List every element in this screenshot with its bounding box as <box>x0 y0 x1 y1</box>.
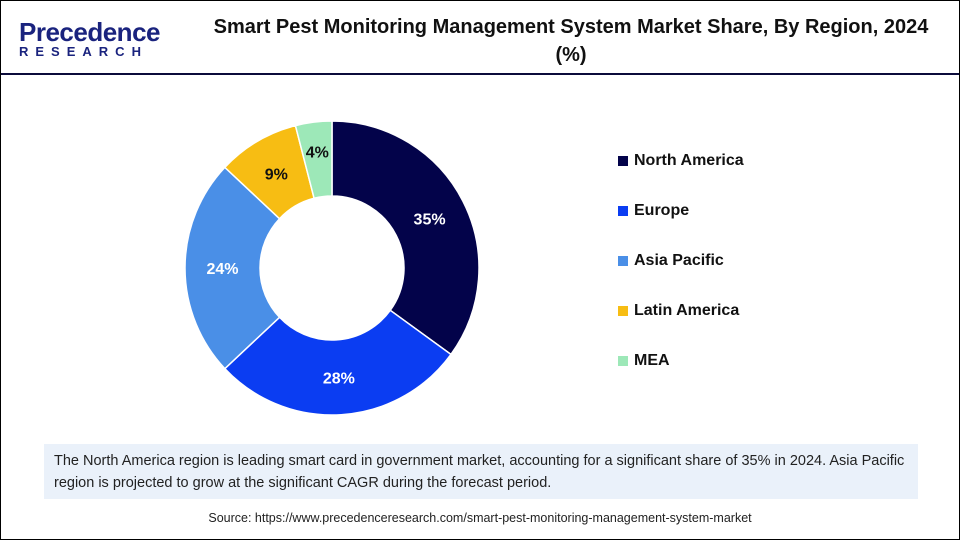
slice-north-america <box>331 120 480 356</box>
legend-label: Latin America <box>634 302 740 319</box>
legend-swatch <box>618 306 628 316</box>
logo-line1: Precedence <box>19 17 160 47</box>
summary-note: The North America region is leading smar… <box>44 444 918 499</box>
data-label: 4% <box>306 144 329 161</box>
legend-swatch <box>618 206 628 216</box>
legend-label: MEA <box>634 352 670 369</box>
legend-item: MEA <box>618 352 670 370</box>
chart-title: Smart Pest Monitoring Management System … <box>213 16 929 66</box>
data-label: 9% <box>265 167 288 184</box>
slice-asia-pacific <box>184 166 281 370</box>
legend-swatch <box>618 156 628 166</box>
legend-label: Europe <box>634 202 690 219</box>
logo-line2: RESEARCH <box>19 44 148 59</box>
slice-europe <box>223 309 452 416</box>
legend-label: Asia Pacific <box>634 252 724 269</box>
source-text: Source: https://www.precedenceresearch.c… <box>208 511 752 525</box>
legend-label: North America <box>634 152 744 169</box>
logo: Precedence RESEARCH <box>19 19 160 59</box>
data-label: 35% <box>414 211 446 228</box>
legend-item: Europe <box>618 202 689 220</box>
data-label: 28% <box>323 370 355 387</box>
data-label: 24% <box>206 261 238 278</box>
legend-item: North America <box>618 152 744 170</box>
slice-mea <box>294 120 333 200</box>
header: Precedence RESEARCH Smart Pest Monitorin… <box>1 1 959 75</box>
legend-swatch <box>618 256 628 266</box>
legend-swatch <box>618 356 628 366</box>
legend-item: Asia Pacific <box>618 252 724 270</box>
legend-item: Latin America <box>618 302 739 320</box>
